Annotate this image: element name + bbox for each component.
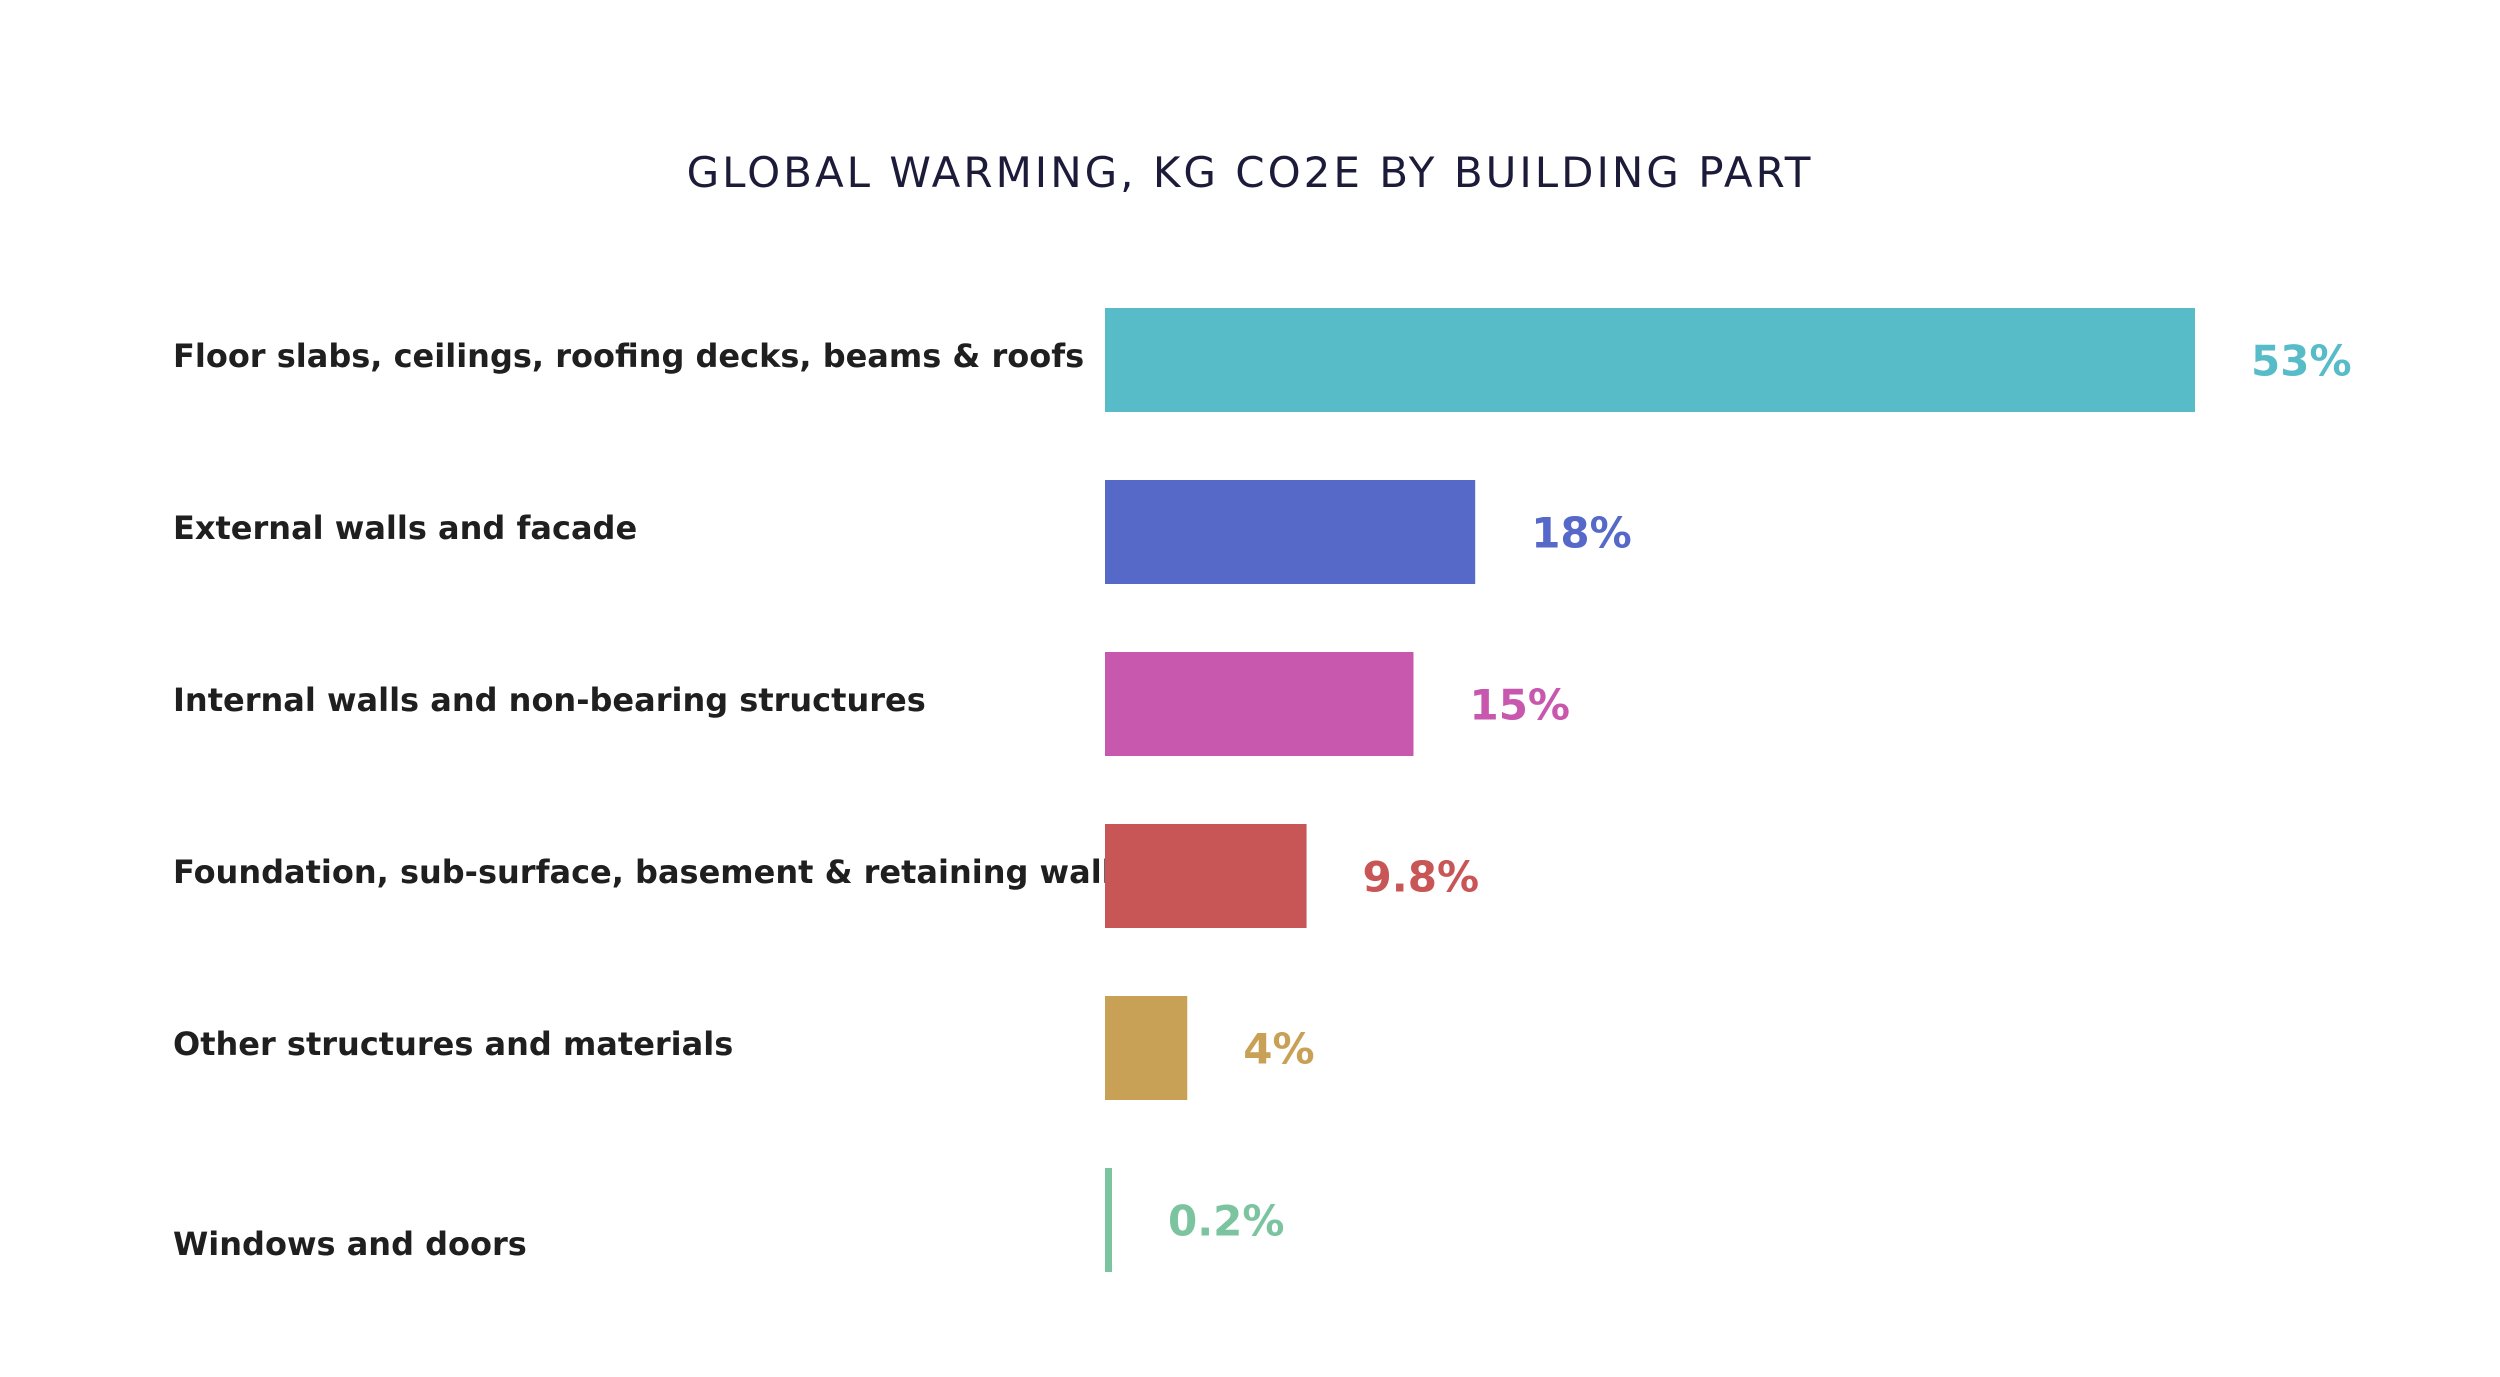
bar: [1105, 480, 1476, 584]
bar: [1105, 308, 2195, 412]
bar: [1105, 996, 1188, 1100]
bars: [1105, 308, 2195, 1272]
value-labels: 53% 18% 15% 9.8% 4% 0.2%: [1168, 337, 2352, 1246]
category-labels: Floor slabs, ceilings, roofing decks, be…: [173, 337, 1132, 1263]
value-label: 0.2%: [1168, 1197, 1284, 1246]
category-label: Windows and doors: [173, 1225, 527, 1263]
category-label: Other structures and materials: [173, 1025, 733, 1063]
bar: [1105, 824, 1307, 928]
category-label: External walls and facade: [173, 509, 637, 547]
value-label: 4%: [1243, 1025, 1314, 1074]
value-label: 18%: [1531, 509, 1632, 558]
bar: [1105, 652, 1414, 756]
bar: [1105, 1168, 1112, 1272]
value-label: 9.8%: [1363, 853, 1479, 902]
category-label: Internal walls and non-bearing structure…: [173, 681, 926, 719]
value-label: 15%: [1469, 681, 1570, 730]
value-label: 53%: [2251, 337, 2352, 386]
category-label: Floor slabs, ceilings, roofing decks, be…: [173, 337, 1084, 375]
chart-title: GLOBAL WARMING, KG CO2E BY BUILDING PART: [686, 148, 1814, 197]
category-label: Foundation, sub-surface, basement & reta…: [173, 853, 1132, 891]
